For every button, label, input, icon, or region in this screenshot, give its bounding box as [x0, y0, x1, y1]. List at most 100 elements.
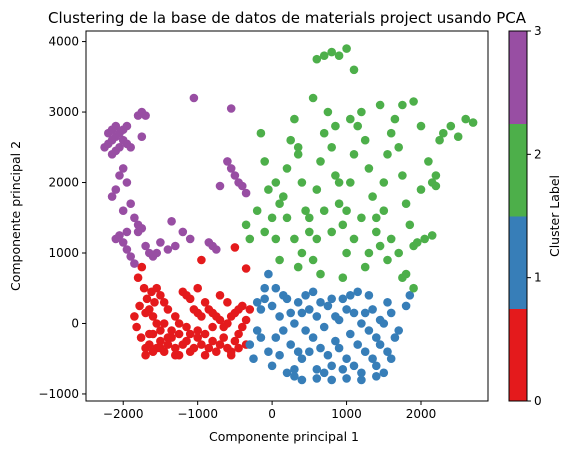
data-point-cluster-1: [346, 329, 355, 339]
data-point-cluster-0: [204, 343, 214, 353]
data-point-cluster-2: [386, 128, 396, 138]
data-point-cluster-2: [312, 185, 322, 194]
data-point-cluster-2: [394, 248, 404, 258]
data-point-cluster-0: [193, 283, 202, 293]
data-point-cluster-2: [334, 51, 344, 60]
data-point-cluster-1: [364, 291, 374, 300]
data-point-cluster-2: [349, 234, 359, 244]
data-point-cluster-1: [342, 305, 351, 314]
data-point-cluster-2: [327, 47, 337, 57]
x-tick-label: 1000: [331, 407, 362, 421]
data-point-cluster-2: [431, 171, 441, 180]
data-point-cluster-0: [238, 301, 247, 311]
colorbar-segment-0: [509, 308, 527, 402]
data-point-cluster-2: [468, 118, 478, 127]
data-point-cluster-0: [130, 312, 139, 321]
data-point-cluster-0: [193, 333, 202, 342]
colorbar-segment-1: [509, 216, 527, 309]
data-point-cluster-3: [107, 150, 117, 159]
colorbar-tick-label: 0: [534, 394, 542, 408]
data-point-cluster-0: [163, 340, 173, 349]
data-point-cluster-2: [346, 178, 355, 187]
data-point-cluster-1: [286, 308, 296, 318]
data-point-cluster-3: [141, 241, 150, 251]
data-point-cluster-3: [126, 252, 135, 261]
data-point-cluster-1: [286, 340, 296, 349]
data-point-cluster-2: [297, 178, 307, 187]
colorbar-segment-2: [509, 123, 527, 217]
data-point-cluster-1: [267, 301, 277, 311]
data-point-cluster-2: [375, 100, 385, 110]
data-point-cluster-2: [267, 213, 277, 223]
data-point-cluster-1: [386, 354, 396, 364]
data-point-cluster-2: [383, 255, 392, 265]
data-point-cluster-0: [141, 308, 150, 318]
colorbar-tick-label: 2: [534, 147, 542, 161]
data-point-cluster-1: [290, 365, 299, 374]
y-tick-label: −1000: [38, 387, 79, 401]
data-point-cluster-2: [379, 206, 389, 215]
data-point-cluster-1: [375, 340, 385, 349]
data-point-cluster-0: [156, 326, 165, 335]
data-point-cluster-1: [372, 361, 381, 371]
data-point-cluster-3: [178, 227, 188, 237]
data-point-cluster-2: [453, 132, 463, 141]
data-point-cluster-3: [163, 245, 173, 254]
data-point-cluster-2: [342, 206, 351, 215]
data-point-cluster-2: [398, 273, 407, 283]
data-point-cluster-1: [308, 287, 318, 297]
data-point-cluster-3: [137, 132, 147, 141]
data-point-cluster-0: [185, 294, 195, 304]
data-point-cluster-2: [346, 114, 355, 124]
colorbar-label: Cluster Label: [547, 175, 562, 257]
y-tick-label: 0: [71, 316, 79, 330]
data-point-cluster-3: [230, 171, 240, 180]
data-point-cluster-2: [331, 171, 340, 180]
y-tick-label: 2000: [48, 176, 79, 190]
data-point-cluster-1: [375, 315, 385, 325]
data-point-cluster-1: [264, 269, 273, 279]
data-point-cluster-3: [130, 213, 139, 223]
data-point-cluster-1: [368, 354, 377, 364]
data-point-cluster-3: [212, 245, 221, 254]
data-point-cluster-2: [319, 128, 329, 138]
data-point-cluster-1: [256, 333, 266, 342]
data-point-cluster-1: [271, 283, 281, 293]
data-point-cluster-0: [215, 315, 225, 325]
data-point-cluster-0: [219, 333, 228, 342]
data-point-cluster-2: [331, 121, 340, 131]
data-point-cluster-2: [401, 199, 411, 208]
plot-frame: [85, 30, 489, 402]
data-point-cluster-0: [230, 336, 240, 346]
data-point-cluster-2: [420, 234, 430, 244]
data-point-cluster-2: [312, 234, 322, 244]
data-point-cluster-0: [212, 347, 221, 357]
data-point-cluster-2: [357, 107, 366, 117]
data-point-cluster-2: [390, 114, 400, 124]
data-point-cluster-2: [305, 213, 314, 223]
data-point-cluster-1: [252, 326, 262, 335]
data-point-cluster-0: [208, 322, 217, 332]
data-point-cluster-1: [390, 333, 400, 342]
data-point-cluster-2: [461, 114, 471, 124]
data-point-cluster-2: [364, 248, 374, 258]
data-point-cluster-2: [357, 213, 366, 223]
data-point-cluster-1: [349, 308, 359, 318]
points-layer: [100, 44, 478, 385]
data-point-cluster-3: [130, 259, 139, 268]
data-point-cluster-2: [271, 234, 281, 244]
data-point-cluster-2: [293, 262, 303, 272]
data-point-cluster-0: [167, 326, 176, 335]
data-point-cluster-0: [145, 329, 154, 339]
data-point-cluster-3: [122, 227, 132, 237]
data-point-cluster-1: [353, 287, 363, 297]
colorbar-frame: [508, 30, 528, 402]
data-point-cluster-3: [115, 171, 124, 180]
data-point-cluster-1: [372, 372, 381, 381]
data-point-cluster-2: [446, 121, 456, 131]
data-point-cluster-3: [111, 234, 121, 244]
data-point-cluster-0: [152, 283, 161, 293]
data-point-cluster-1: [282, 368, 292, 378]
data-point-cluster-1: [290, 319, 299, 328]
